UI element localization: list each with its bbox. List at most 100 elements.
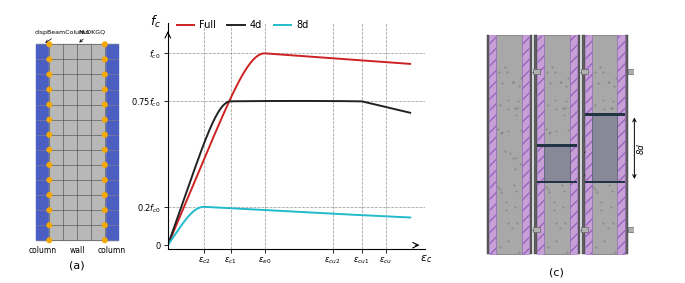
Text: $f_c$: $f_c$ [150,14,161,30]
Point [548,207,559,212]
Point [590,102,601,107]
Text: (c): (c) [549,267,564,277]
Point [543,187,553,192]
Point [563,76,574,80]
Full [305,55,313,58]
8d [179,222,187,225]
Full [319,56,327,59]
Bar [580,227,588,232]
Circle shape [47,42,51,47]
Point [607,221,618,225]
Point [502,69,513,74]
Point [606,113,617,117]
Bar [36,44,49,240]
Point [556,80,566,85]
4d [348,100,356,103]
Bar [625,35,627,254]
Point [515,162,526,167]
8d [305,211,313,214]
Bar [530,35,532,254]
Point [593,130,603,134]
Bar [533,69,540,74]
Circle shape [103,102,107,107]
Text: 8d: 8d [636,143,645,154]
Point [550,69,561,74]
4d [311,99,319,103]
Circle shape [47,178,51,182]
Point [596,207,607,212]
Circle shape [103,178,107,182]
Point [558,167,569,171]
Bar [617,35,625,254]
Point [513,84,524,89]
Bar [537,35,544,254]
Circle shape [103,132,107,137]
Point [588,127,599,132]
Point [495,245,506,249]
Point [606,167,616,171]
Point [606,188,617,193]
Bar [570,35,577,254]
Circle shape [103,117,107,122]
Point [500,200,511,205]
Point [510,204,521,209]
Bar [628,227,636,232]
Bar [628,69,636,74]
Point [514,250,525,254]
Point [608,98,619,103]
Point [510,113,521,117]
Full [260,52,269,55]
Point [548,148,559,153]
8d [373,214,381,218]
Point [555,80,566,84]
Full [179,208,187,212]
Point [544,130,555,135]
Text: $\varepsilon_c$: $\varepsilon_c$ [420,253,432,265]
Text: NLDKGQ: NLDKGQ [78,29,105,42]
Point [560,98,571,103]
Point [551,129,562,134]
Point [515,76,526,80]
Point [596,200,607,205]
Point [550,221,561,225]
Circle shape [47,102,51,107]
Point [500,207,511,212]
Point [547,65,558,69]
Point [541,70,552,74]
Circle shape [47,208,51,213]
Point [603,156,614,160]
Point [560,221,571,225]
Point [510,156,521,160]
4d [305,99,313,103]
Line: 4d: 4d [168,101,410,245]
Point [605,204,616,209]
Point [497,81,508,85]
Bar [105,44,118,240]
8d [164,243,172,247]
Point [507,80,518,84]
Circle shape [47,72,51,77]
Point [563,128,574,132]
Point [556,156,566,160]
Point [510,105,521,110]
Point [610,128,621,132]
Point [543,245,553,249]
Point [493,185,503,189]
Point [515,128,526,132]
Bar [496,35,522,254]
8d [311,211,319,215]
Bar [486,35,489,254]
Point [497,130,508,134]
Point [591,190,602,194]
Full [373,60,381,63]
Point [551,107,562,111]
Point [550,97,561,102]
Line: 8d: 8d [168,207,410,245]
Point [495,102,506,107]
Bar [534,35,537,254]
Point [592,130,603,135]
Point [493,70,504,74]
Point [598,97,609,102]
Point [588,185,599,189]
Point [512,106,523,111]
